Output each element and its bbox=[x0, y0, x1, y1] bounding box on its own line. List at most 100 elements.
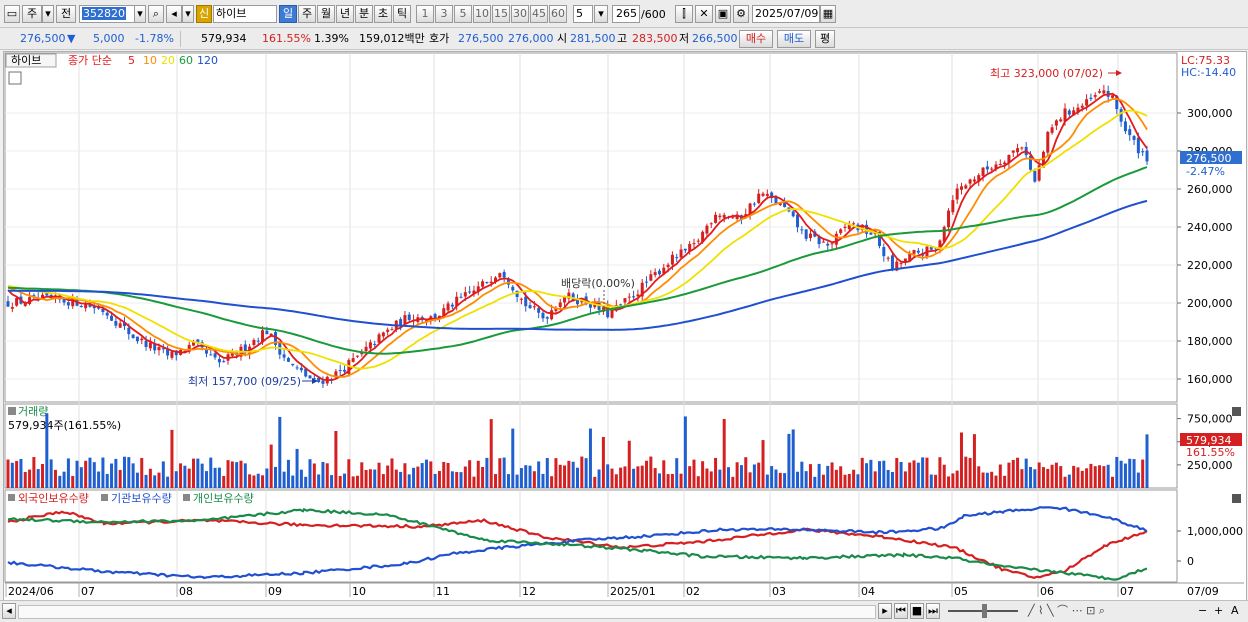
volume-bar bbox=[856, 474, 860, 488]
candle-toggle-icon[interactable]: ⫿ bbox=[675, 5, 693, 23]
volume-bar bbox=[519, 468, 523, 488]
volume-panel-close-icon[interactable] bbox=[1232, 407, 1241, 416]
volume-bar bbox=[860, 457, 864, 488]
font-size-button[interactable]: A bbox=[1231, 604, 1239, 617]
x-axis-right-label: 07/09 bbox=[1187, 585, 1219, 598]
candle-body bbox=[783, 202, 787, 208]
volume-bar bbox=[959, 432, 963, 488]
gear-icon[interactable]: ⚙ bbox=[733, 5, 749, 23]
date-input[interactable]: 2025/07/09 bbox=[752, 5, 820, 23]
market-dropdown-icon[interactable]: ▾ bbox=[42, 5, 54, 23]
period-button[interactable]: 일 bbox=[279, 5, 297, 23]
holder-y-axis: 1,000,000 0 bbox=[1177, 525, 1243, 568]
interval-dropdown-icon[interactable]: ▾ bbox=[594, 5, 608, 23]
volume-bar bbox=[321, 461, 325, 488]
ma-line-10 bbox=[7, 97, 1148, 378]
holder-panel-close-icon[interactable] bbox=[1232, 494, 1241, 503]
count-input[interactable]: 265 bbox=[612, 5, 640, 23]
interval-button[interactable]: 45 bbox=[530, 5, 548, 23]
period-button[interactable]: 월 bbox=[317, 5, 335, 23]
volume-tag-box bbox=[1180, 433, 1242, 446]
horizontal-scrollbar[interactable] bbox=[18, 605, 876, 619]
interval-button[interactable]: 1 bbox=[416, 5, 434, 23]
rewind-icon[interactable]: ⏮ bbox=[894, 603, 908, 619]
window-menu-icon[interactable]: ▭ bbox=[4, 5, 20, 23]
search-icon[interactable]: ⌕ bbox=[148, 5, 164, 23]
volume-title: 거래량 bbox=[18, 405, 48, 418]
candle-body bbox=[964, 185, 968, 189]
candle-body bbox=[424, 320, 428, 322]
stock-code-input[interactable]: 352820 bbox=[79, 5, 135, 23]
candle-body bbox=[317, 377, 321, 382]
zoom-out-button[interactable]: − bbox=[1198, 604, 1208, 617]
volume-bar bbox=[865, 463, 869, 488]
volume-bar bbox=[748, 472, 752, 488]
interval-button[interactable]: 3 bbox=[435, 5, 453, 23]
period-button[interactable]: 초 bbox=[374, 5, 392, 23]
chart-svg[interactable]: 하이브 종가 단순 5 10 20 60 120 LC:75.33 HC:-14.40 … bbox=[4, 52, 1246, 600]
volume-bar bbox=[308, 459, 312, 488]
low-label: 저 bbox=[679, 32, 690, 45]
lc-label: LC:75.33 bbox=[1181, 54, 1230, 67]
stop-icon[interactable]: ■ bbox=[910, 603, 924, 619]
market-select[interactable]: 주 bbox=[22, 5, 42, 23]
volume-bar bbox=[778, 472, 782, 488]
drawing-tools-icons[interactable]: ╱ ⌇ ╲ ⌒ ⋯ ⊡ ⌕ bbox=[1028, 604, 1105, 617]
candle-body bbox=[243, 344, 247, 352]
volume-bar bbox=[153, 475, 157, 488]
period-button[interactable]: 분 bbox=[355, 5, 373, 23]
candle-body bbox=[217, 359, 221, 363]
volume-bar bbox=[437, 471, 441, 488]
candle-body bbox=[571, 293, 575, 301]
volume-bar bbox=[269, 444, 273, 488]
candle-body bbox=[45, 292, 49, 296]
speaker-icon[interactable]: ◂ bbox=[166, 5, 182, 23]
speaker-dropdown-icon[interactable]: ▾ bbox=[182, 5, 194, 23]
interval-button[interactable]: 5 bbox=[454, 5, 472, 23]
volume-bar bbox=[122, 456, 126, 488]
candle-body bbox=[157, 347, 161, 351]
zoom-in-button[interactable]: + bbox=[1214, 604, 1224, 617]
zoom-slider-thumb[interactable] bbox=[982, 604, 987, 618]
trade-amount: 159,012백만 bbox=[359, 32, 425, 45]
eval-button[interactable]: 평 bbox=[815, 30, 835, 48]
candle-body bbox=[903, 258, 907, 263]
candle-body bbox=[131, 334, 135, 339]
candle-body bbox=[15, 298, 19, 306]
candle-body bbox=[675, 257, 679, 259]
period-button[interactable]: 틱 bbox=[393, 5, 411, 23]
interval-button[interactable]: 10 bbox=[473, 5, 491, 23]
save-icon[interactable]: ▣ bbox=[715, 5, 731, 23]
sell-button[interactable]: 매도 bbox=[777, 30, 811, 48]
table-toggle-icon[interactable] bbox=[8, 71, 22, 85]
volume-bar bbox=[584, 458, 588, 488]
volume-bar bbox=[179, 463, 183, 488]
candle-body bbox=[338, 370, 342, 372]
ma-legend-item: 60 bbox=[179, 54, 193, 67]
play-icon[interactable]: ▸ bbox=[878, 603, 892, 619]
moving-average-lines bbox=[7, 92, 1148, 382]
candle-body bbox=[1115, 96, 1119, 110]
interval-button[interactable]: 15 bbox=[492, 5, 510, 23]
volume-bar bbox=[390, 458, 394, 488]
period-button[interactable]: 년 bbox=[336, 5, 354, 23]
volume-panel-icon bbox=[8, 407, 16, 415]
chart-area[interactable]: 하이브 종가 단순 5 10 20 60 120 LC:75.33 HC:-14.40 … bbox=[3, 51, 1247, 601]
interval-button[interactable]: 60 bbox=[549, 5, 567, 23]
crosshair-icon[interactable]: ✕ bbox=[695, 5, 713, 23]
scroll-left-icon[interactable]: ◂ bbox=[2, 603, 16, 619]
x-tick-label: 08 bbox=[179, 585, 193, 598]
volume-bar bbox=[1076, 467, 1080, 488]
stock-name-tag: 하이브 bbox=[11, 53, 41, 67]
period-button[interactable]: 주 bbox=[298, 5, 316, 23]
candlesticks bbox=[6, 84, 1149, 388]
code-dropdown-icon[interactable]: ▾ bbox=[134, 5, 146, 23]
prev-button[interactable]: 전 bbox=[56, 5, 76, 23]
forward-icon[interactable]: ⏭ bbox=[926, 603, 940, 619]
buy-button[interactable]: 매수 bbox=[739, 30, 773, 48]
candle-body bbox=[511, 286, 515, 291]
interval-button[interactable]: 30 bbox=[511, 5, 529, 23]
stock-name-field[interactable]: 하이브 bbox=[213, 5, 277, 23]
calendar-icon[interactable]: ▦ bbox=[820, 5, 836, 23]
interval-input[interactable]: 5 bbox=[573, 5, 593, 23]
